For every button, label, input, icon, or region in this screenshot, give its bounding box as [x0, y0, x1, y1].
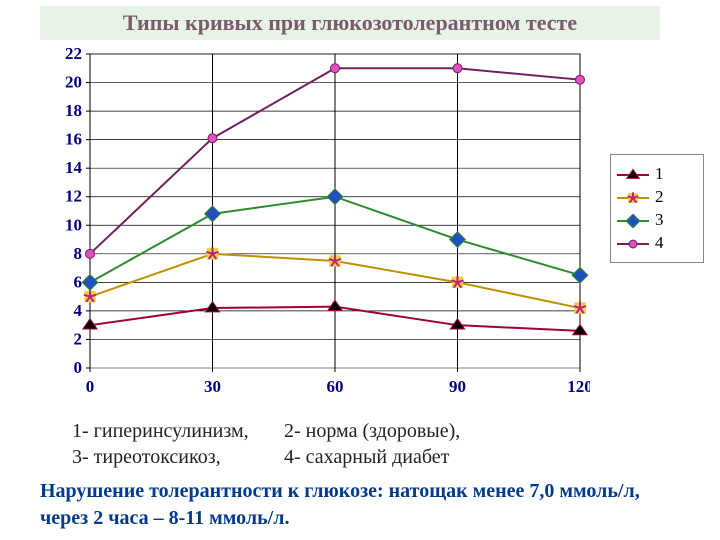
- svg-text:16: 16: [65, 130, 82, 149]
- chart-svg: 0 2 4 6 8 10 12 14 16 18 20 22 0 30 60 90 120: [30, 48, 590, 408]
- svg-text:2: 2: [74, 329, 83, 348]
- legend-marker-2: [617, 190, 649, 204]
- svg-text:14: 14: [65, 158, 83, 177]
- svg-text:30: 30: [204, 377, 221, 396]
- svg-text:60: 60: [327, 377, 344, 396]
- svg-text:0: 0: [86, 377, 95, 396]
- legend-item-3: 3: [617, 210, 697, 230]
- svg-text:18: 18: [65, 101, 82, 120]
- legend-marker-1: [617, 167, 649, 181]
- svg-text:22: 22: [65, 48, 82, 63]
- caption-1a: 1- гиперинсулинизм,: [72, 418, 249, 444]
- svg-text:10: 10: [65, 215, 82, 234]
- legend-item-1: 1: [617, 164, 697, 184]
- caption-2b: 4- сахарный диабет: [284, 444, 449, 470]
- legend-item-2: 2: [617, 187, 697, 207]
- legend-marker-3: [617, 213, 649, 227]
- svg-text:120: 120: [567, 377, 590, 396]
- svg-text:12: 12: [65, 187, 82, 206]
- legend-item-4: 4: [617, 233, 697, 253]
- legend-label-4: 4: [655, 233, 664, 253]
- legend-label-2: 2: [655, 187, 664, 207]
- legend-label-1: 1: [655, 164, 664, 184]
- svg-text:6: 6: [74, 272, 83, 291]
- title-bar: Типы кривых при глюкозотолерантном тесте: [40, 6, 660, 40]
- svg-text:20: 20: [65, 73, 82, 92]
- glucose-chart: 0 2 4 6 8 10 12 14 16 18 20 22 0 30 60 90 120: [30, 48, 590, 408]
- legend-label-3: 3: [655, 210, 664, 230]
- legend-marker-4: [617, 236, 649, 250]
- caption-1b: 2- норма (здоровые),: [284, 418, 460, 444]
- svg-text:90: 90: [449, 377, 466, 396]
- legend: 1 2 3 4: [610, 154, 704, 263]
- svg-text:0: 0: [74, 358, 83, 377]
- svg-text:8: 8: [74, 244, 83, 263]
- svg-text:4: 4: [74, 301, 83, 320]
- caption-2a: 3- тиреотоксикоз,: [72, 444, 221, 470]
- page-title: Типы кривых при глюкозотолерантном тесте: [123, 10, 577, 36]
- footnote: Нарушение толерантности к глюкозе: натощ…: [40, 478, 690, 532]
